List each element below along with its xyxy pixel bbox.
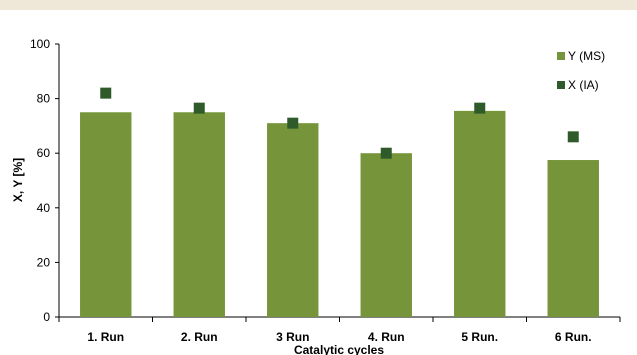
x-ticks: 1. Run 2. Run 3 Run 4. Run 5 Run. 6 Run.	[58, 317, 621, 344]
top-band	[0, 0, 637, 10]
marker-x-ia	[380, 147, 392, 159]
marker-series	[100, 87, 579, 159]
x-tick-label: 1. Run	[87, 330, 124, 344]
bar-y-ms	[173, 112, 225, 317]
marker-x-ia	[287, 117, 299, 129]
x-tick-label: 5 Run.	[461, 330, 498, 344]
marker-x-ia	[100, 87, 112, 99]
y-tick-label: 20	[37, 255, 51, 269]
bar-series	[80, 110, 599, 317]
bar-y-ms	[360, 153, 412, 317]
legend-swatch-y-ms	[557, 52, 565, 60]
y-tick-label: 100	[30, 37, 50, 51]
x-axis-label: Catalytic cycles	[294, 343, 384, 355]
legend: Y (MS) X (IA)	[557, 49, 605, 92]
legend-swatch-x-ia	[557, 81, 565, 89]
x-tick-label: 3 Run	[276, 330, 309, 344]
y-tick-label: 40	[37, 201, 51, 215]
marker-x-ia	[474, 102, 486, 114]
x-tick-label: 4. Run	[368, 330, 405, 344]
legend-label-y-ms: Y (MS)	[568, 49, 605, 63]
x-tick-label: 6 Run.	[555, 330, 592, 344]
y-axis-label: X, Y [%]	[11, 158, 25, 202]
marker-x-ia	[567, 131, 579, 143]
bar-y-ms	[267, 123, 319, 317]
y-tick-label: 0	[43, 310, 50, 324]
legend-label-x-ia: X (IA)	[568, 78, 599, 92]
y-tick-label: 60	[37, 146, 51, 160]
axes	[58, 44, 620, 318]
y-tick-label: 80	[37, 92, 51, 106]
bar-y-ms	[80, 112, 132, 317]
y-ticks: 0 20 40 60 80 100	[30, 37, 59, 324]
bar-y-ms	[454, 110, 506, 317]
x-tick-label: 2. Run	[181, 330, 218, 344]
bar-y-ms	[547, 160, 599, 317]
marker-x-ia	[193, 102, 205, 114]
